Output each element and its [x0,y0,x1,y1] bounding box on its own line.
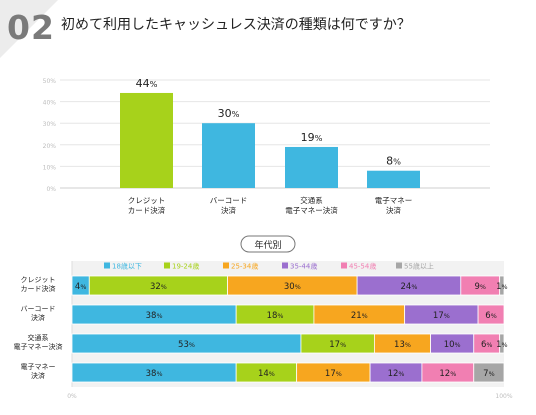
category-label: 交通系電子マネー決済 [285,195,338,215]
bar-value-label: 44% [136,77,158,90]
overall-bar-chart: 0% 10% 20% 30% 40% 50% 44% クレジットカード決済 30% バーコード決済… [43,77,490,215]
y-tick-label: 10% [43,164,57,171]
row-category-label: クレジットカード決済 [21,276,56,293]
bar-value-label: 19% [301,131,323,144]
segment-value-label: 13% [394,340,411,350]
segment-value-label: 14% [258,369,275,379]
stack-segment [499,275,505,296]
stack-segment [477,304,505,325]
legend-swatch [282,262,288,269]
bar [202,123,255,188]
segment-value-label: 12% [439,369,456,379]
bar-value-label: 8% [386,155,401,168]
y-tick-label: 30% [43,121,57,128]
segment-value-label: 53% [178,340,195,350]
segment-value-label: 30% [284,282,301,292]
legend-swatch [164,262,170,269]
segment-value-label: 38% [146,369,163,379]
chart-title: 年代別 [254,239,281,251]
legend-swatch [223,262,229,269]
y-tick-label: 50% [43,78,57,85]
question-title: 初めて利用したキャッシュレス決済の種類は何ですか？ [61,17,411,33]
segment-value-label: 9% [475,282,486,292]
y-tick-label: 0% [46,186,56,193]
corner-triangle [0,0,58,58]
bar [120,92,173,188]
segment-value-label: 38% [146,311,163,321]
segment-value-label: 1% [496,340,507,350]
category-label: クレジットカード決済 [128,196,166,215]
segment-value-label: 10% [444,340,461,350]
bar [285,146,338,188]
segment-value-label: 17% [433,311,450,321]
question-number: 02 [7,8,55,47]
bar-value-label: 30% [218,107,240,120]
segment-value-label: 24% [401,282,418,292]
segment-value-label: 7% [483,369,494,379]
stack-segment [499,333,505,354]
segment-value-label: 17% [329,340,346,350]
title-pill [240,235,296,253]
legend-label: 18歳以下 [112,262,142,271]
row-category-label: バーコード決済 [21,305,56,322]
legend-label: 19-24歳 [172,262,199,271]
legend-swatch [104,262,110,269]
segment-value-label: 18% [267,311,284,321]
segment-value-label: 6% [485,311,496,321]
category-label: バーコード決済 [210,196,248,215]
y-tick-label: 40% [43,100,57,107]
stack-segment [473,362,505,383]
row-category-label: 電子マネー決済 [21,363,56,380]
segment-value-label: 17% [325,369,342,379]
x-tick-label: 100% [495,393,512,400]
legend-label: 35-44歳 [290,262,317,271]
bar [367,170,420,188]
segment-value-label: 4% [75,282,86,292]
x-tick-label: 0% [67,393,77,400]
corner-decoration [0,0,58,58]
segment-value-label: 1% [496,282,507,292]
row-category-label: 交通系電子マネー決済 [14,333,63,351]
legend-swatch [341,262,347,269]
legend-label: 25-34歳 [231,262,258,271]
legend-label: 55歳以上 [404,262,434,271]
category-label: 電子マネー決済 [375,196,413,215]
segment-value-label: 6% [481,340,492,350]
legend-label: 45-54歳 [349,262,376,271]
y-tick-label: 20% [43,143,57,150]
segment-value-label: 12% [388,369,405,379]
segment-value-label: 32% [150,282,167,292]
age-stacked-bar-chart: 年代別 18歳以下 19-24歳 25-34歳 35-44歳 45-54歳 55歳以上 4% 3… [14,235,513,400]
segment-value-label: 21% [351,311,368,321]
legend-swatch [396,262,402,269]
